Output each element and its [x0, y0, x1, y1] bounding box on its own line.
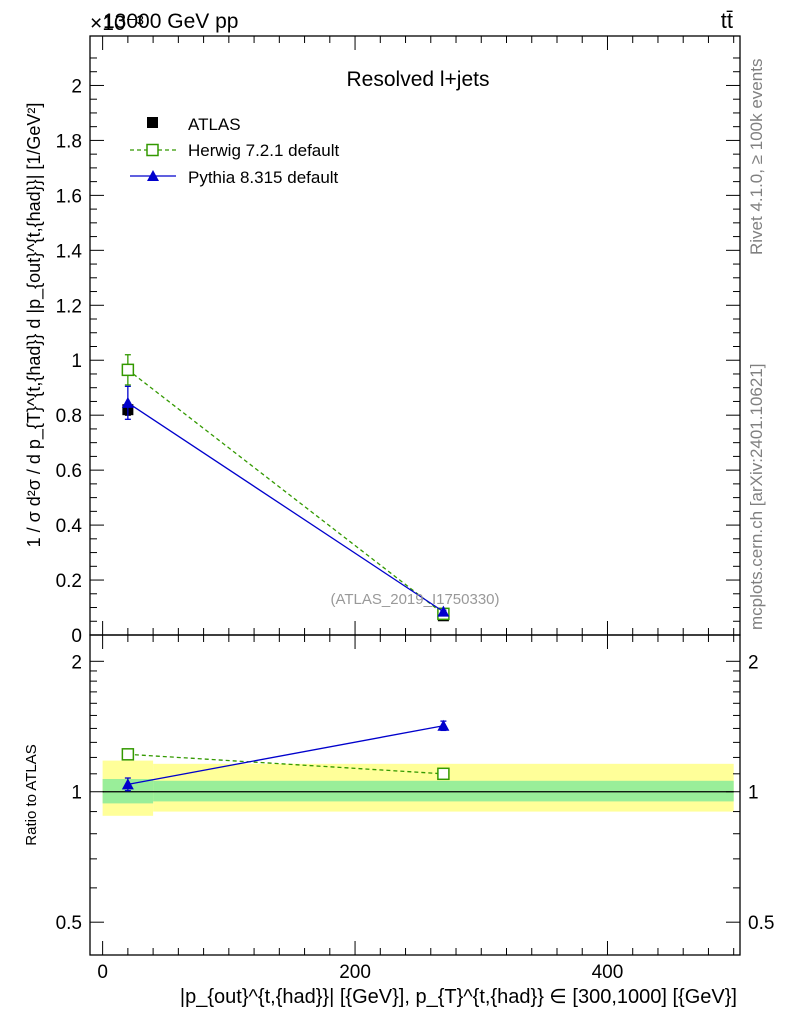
main-y-tick-label: 0 — [71, 626, 82, 647]
herwig-ratio-point — [121, 748, 135, 761]
ratio-y-tick-label-right: 0.5 — [748, 913, 774, 934]
herwig-data-point — [121, 363, 135, 377]
main-y-tick-label: 1.4 — [56, 241, 83, 262]
legend-herwig-marker — [146, 143, 159, 157]
ratio-panel: 0.5 0.5 1 1 2 2 — [56, 634, 774, 956]
legend-atlas-marker — [147, 117, 158, 128]
beam-label: 13000 GeV pp — [103, 10, 238, 33]
exponent-label: ×10⁻³ — [90, 12, 144, 35]
ratio-y-axis-label: Ratio to ATLAS — [23, 744, 40, 845]
ratio-y-tick-label-right: 1 — [748, 783, 759, 804]
ratio-y-tick-label: 2 — [71, 652, 82, 673]
pythia-ratio-point — [121, 778, 134, 790]
pythia-series-line — [127, 402, 444, 613]
ratio-y-tick-label: 0.5 — [56, 913, 82, 934]
rivet-version-label: Rivet 4.1.0, ≥ 100k events — [747, 59, 766, 255]
main-y-tick-label: 0.6 — [56, 461, 82, 482]
process-label: tt̄ — [721, 8, 733, 33]
main-y-tick-label: 1.2 — [56, 296, 82, 317]
main-y-tick-label: 0.4 — [56, 516, 83, 537]
main-panel: 0 0.2 0.4 0.6 0.8 1 1.2 1.4 1.6 1.8 2 — [56, 35, 741, 647]
main-y-axis-label: 1 / σ d²σ / d p_{T}^{t,{had}} d |p_{out}… — [24, 103, 45, 548]
herwig-ratio-point — [437, 767, 450, 781]
legend: ATLAS Herwig 7.2.1 default Pythia 8.315 … — [130, 115, 339, 187]
x-tick-label: 0 — [97, 962, 108, 983]
x-axis: 0 200 400 — [97, 36, 735, 983]
legend-atlas-label: ATLAS — [188, 115, 241, 134]
main-y-tick-label: 0.2 — [56, 571, 82, 592]
legend-pythia-marker — [147, 170, 159, 181]
mcplots-reference-label: mcplots.cern.ch [arXiv:2401.10621] — [747, 364, 766, 630]
herwig-series-line — [127, 369, 444, 615]
analysis-watermark: (ATLAS_2019_I1750330) — [330, 591, 499, 608]
main-y-tick-label: 1.6 — [56, 186, 82, 207]
pythia-ratio-point — [437, 719, 450, 731]
herwig-ratio-line — [127, 753, 444, 775]
ratio-band-stat-bin-1 — [153, 780, 734, 802]
ratio-y-tick-label-right: 2 — [748, 652, 759, 673]
main-y-tick-label: 1 — [71, 351, 82, 372]
legend-pythia-label: Pythia 8.315 default — [188, 168, 339, 187]
ratio-frame — [89, 634, 741, 956]
main-y-tick-label: 0.8 — [56, 406, 82, 427]
pythia-data-point — [121, 396, 134, 408]
legend-herwig-label: Herwig 7.2.1 default — [188, 141, 339, 160]
pythia-ratio-line — [127, 725, 444, 786]
plot-title: Resolved l+jets — [347, 68, 490, 91]
main-y-tick-label: 1.8 — [56, 131, 82, 152]
ratio-y-tick-label: 1 — [71, 783, 82, 804]
main-y-tick-label: 2 — [71, 76, 82, 97]
x-axis-label: |p_{out}^{t,{had}}| [{GeV}], p_{T}^{t,{h… — [180, 986, 737, 1008]
pythia-data-point — [437, 605, 450, 617]
x-tick-label: 200 — [339, 962, 371, 983]
x-tick-label: 400 — [592, 962, 624, 983]
